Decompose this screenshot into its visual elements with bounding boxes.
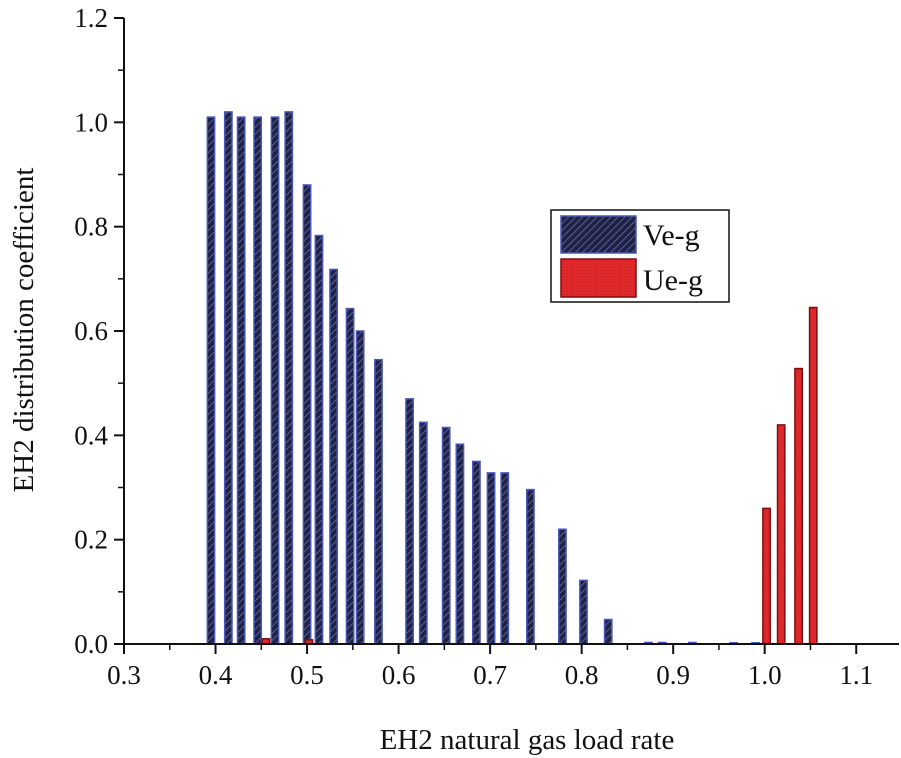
bar-ve-g — [418, 421, 428, 645]
y-tick-label: 0.0 — [74, 629, 108, 659]
x-tick-label: 1.0 — [748, 660, 782, 690]
bar-ve-g — [471, 460, 481, 645]
y-tick-label: 1.0 — [74, 107, 108, 137]
bar-ve-g — [253, 116, 263, 645]
x-tick-label: 0.7 — [473, 660, 507, 690]
bar-ve-g — [405, 398, 414, 645]
bar-ve-g — [486, 472, 496, 645]
bar-ve-g — [355, 330, 365, 645]
bar-ve-g — [455, 443, 465, 645]
legend-label-ve-g: Ve-g — [643, 219, 700, 252]
x-tick-label: 0.6 — [382, 660, 416, 690]
x-tick-label: 0.9 — [656, 660, 690, 690]
y-axis-ticks: 0.0 0.2 0.4 0.6 0.8 1.0 1.2 — [74, 3, 124, 659]
axes: 0.3 0.4 0.5 0.6 0.7 0.8 0.9 1.0 1.1 0.0 0.2 0.4 0.6… — [74, 3, 899, 690]
bar-ve-g — [603, 618, 613, 645]
bar-ue-g — [794, 367, 803, 645]
bar-ve-g — [236, 116, 246, 645]
x-tick-label: 0.3 — [107, 660, 141, 690]
bar-ve-g — [345, 307, 355, 645]
y-tick-label: 0.8 — [74, 212, 108, 242]
x-tick-label: 0.4 — [199, 660, 233, 690]
x-axis-title: EH2 natural gas load rate — [380, 724, 675, 756]
series-ue-g — [261, 306, 818, 645]
x-tick-label: 0.8 — [565, 660, 599, 690]
plot-area — [206, 111, 818, 645]
bar-ve-g — [441, 426, 451, 645]
bar-ve-g — [223, 111, 233, 645]
y-tick-label: 0.6 — [74, 316, 108, 346]
y-tick-label: 1.2 — [74, 3, 108, 33]
bar-ve-g — [329, 268, 339, 645]
bar-ve-g — [314, 234, 324, 645]
bar-ve-g — [525, 488, 535, 645]
x-tick-label: 1.1 — [839, 660, 873, 690]
legend-swatch-ue-g — [560, 258, 637, 298]
bar-ve-g — [206, 116, 216, 645]
bar-ve-g — [302, 184, 312, 645]
bar-ue-g — [762, 507, 771, 645]
legend-swatch-ve-g — [560, 215, 637, 254]
bar-ue-g — [776, 424, 786, 645]
legend: Ve-g Ue-g — [550, 209, 730, 303]
bar-ve-g — [558, 528, 567, 645]
bar-ve-g — [284, 111, 294, 645]
legend-label-ue-g: Ue-g — [643, 264, 703, 297]
bar-ve-g — [270, 116, 280, 645]
y-axis-title: EH2 distribution coefficient — [8, 168, 40, 493]
y-tick-label: 0.4 — [74, 420, 108, 450]
x-axis-ticks: 0.3 0.4 0.5 0.6 0.7 0.8 0.9 1.0 1.1 — [107, 644, 873, 690]
y-tick-label: 0.2 — [74, 525, 108, 555]
bar-ve-g — [374, 358, 383, 645]
x-tick-label: 0.5 — [290, 660, 324, 690]
bar-ve-g — [500, 472, 510, 645]
bar-ve-g — [579, 579, 588, 645]
series-ve-g — [206, 111, 760, 645]
bar-ue-g — [808, 306, 818, 645]
